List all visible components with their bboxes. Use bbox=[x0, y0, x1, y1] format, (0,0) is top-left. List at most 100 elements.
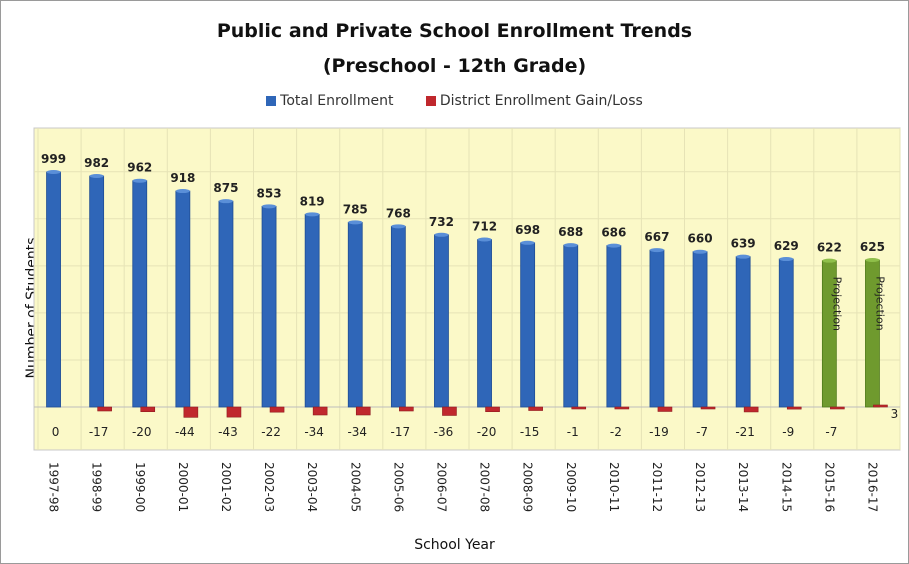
total-enrollment-bar bbox=[477, 239, 492, 408]
bar-cap bbox=[865, 257, 880, 262]
bar-cap bbox=[736, 254, 751, 259]
total-enrollment-label: 712 bbox=[472, 220, 497, 234]
gain-loss-label: 0 bbox=[52, 425, 60, 439]
gain-loss-label: -44 bbox=[175, 425, 195, 439]
x-tick-label: 2001-02 bbox=[219, 462, 233, 512]
plot-area bbox=[33, 127, 901, 451]
total-enrollment-bar bbox=[218, 200, 234, 408]
x-axis-label: School Year bbox=[414, 537, 495, 553]
total-enrollment-bar bbox=[649, 249, 665, 408]
bar-cap bbox=[132, 178, 147, 183]
total-enrollment-bar bbox=[46, 171, 61, 408]
total-enrollment-label: 999 bbox=[41, 152, 66, 166]
legend-swatch-gain-loss bbox=[425, 96, 436, 106]
gain-loss-label: -43 bbox=[218, 425, 238, 439]
total-enrollment-bar bbox=[390, 225, 406, 408]
bar-cap bbox=[606, 243, 621, 248]
total-enrollment-label: 875 bbox=[213, 181, 238, 195]
total-enrollment-bar bbox=[175, 190, 191, 408]
legend-swatch-total bbox=[266, 96, 277, 106]
gain-loss-bar bbox=[614, 406, 630, 410]
chart-subtitle: (Preschool - 12th Grade) bbox=[322, 55, 587, 77]
x-tick-label: 2012-13 bbox=[693, 462, 707, 512]
total-enrollment-bar bbox=[606, 245, 622, 408]
total-enrollment-bar bbox=[261, 205, 277, 408]
bar-cap bbox=[305, 212, 320, 217]
x-tick-label: 2007-08 bbox=[478, 462, 492, 512]
bar-cap bbox=[46, 170, 61, 174]
chart-legend: Total Enrollment District Enrollment Gai… bbox=[0, 93, 909, 109]
gain-loss-label: -21 bbox=[735, 425, 755, 439]
gain-loss-label: -1 bbox=[567, 425, 579, 439]
x-tick-label: 2008-09 bbox=[521, 462, 535, 512]
gain-loss-bar bbox=[743, 406, 759, 413]
bar-cap bbox=[477, 237, 492, 242]
x-tick-label: 2000-01 bbox=[176, 462, 190, 512]
gain-loss-bar bbox=[485, 406, 500, 413]
legend-item-total: Total Enrollment bbox=[266, 93, 393, 109]
x-tick-label: 2009-10 bbox=[564, 462, 578, 512]
x-tick-label: 2003-04 bbox=[305, 462, 319, 512]
gain-loss-bar bbox=[571, 406, 587, 410]
gain-loss-label: -19 bbox=[649, 425, 669, 439]
gain-loss-bar bbox=[786, 406, 802, 410]
gain-loss-bar bbox=[830, 406, 845, 410]
legend-label-gain-loss: District Enrollment Gain/Loss bbox=[439, 93, 643, 109]
total-enrollment-label: 982 bbox=[84, 156, 109, 170]
total-enrollment-bar bbox=[735, 256, 751, 408]
bar-cap bbox=[348, 220, 363, 225]
x-tick-label: 2016-17 bbox=[865, 462, 879, 512]
total-enrollment-label: 625 bbox=[860, 240, 885, 254]
gain-loss-label: -22 bbox=[261, 425, 281, 439]
x-tick-label: 2015-16 bbox=[822, 462, 836, 512]
x-tick-label: 2005-06 bbox=[391, 462, 405, 512]
gain-loss-label: -9 bbox=[782, 425, 794, 439]
total-enrollment-label: 785 bbox=[343, 202, 368, 216]
total-enrollment-label: 686 bbox=[601, 226, 626, 240]
bar-cap bbox=[262, 204, 277, 209]
gain-loss-bar bbox=[873, 404, 888, 408]
gain-loss-bar bbox=[312, 406, 328, 416]
x-tick-label: 2002-03 bbox=[262, 462, 276, 512]
total-enrollment-bar bbox=[434, 234, 449, 408]
total-enrollment-bar bbox=[304, 213, 320, 408]
total-enrollment-bar bbox=[132, 180, 148, 408]
bar-cap bbox=[218, 199, 233, 204]
total-enrollment-label: 853 bbox=[257, 186, 282, 200]
gain-loss-bar bbox=[399, 406, 414, 412]
total-enrollment-bar bbox=[778, 258, 794, 408]
x-tick-label: 1997-98 bbox=[47, 462, 61, 512]
bar-cap bbox=[693, 249, 708, 254]
x-tick-label: 2011-12 bbox=[650, 462, 664, 512]
bar-cap bbox=[563, 243, 578, 248]
total-enrollment-label: 639 bbox=[731, 237, 756, 251]
gain-loss-label: -36 bbox=[434, 425, 454, 439]
total-enrollment-label: 629 bbox=[774, 239, 799, 253]
total-enrollment-label: 698 bbox=[515, 223, 540, 237]
gain-loss-bar bbox=[269, 406, 285, 413]
bar-cap bbox=[175, 189, 190, 194]
gain-loss-label: -15 bbox=[520, 425, 540, 439]
bar-cap bbox=[520, 240, 535, 245]
total-enrollment-label: 732 bbox=[429, 215, 454, 229]
gain-loss-label: -17 bbox=[89, 425, 109, 439]
total-enrollment-bar bbox=[347, 221, 363, 408]
x-tick-label: 2014-15 bbox=[779, 462, 793, 512]
total-enrollment-label: 962 bbox=[127, 161, 152, 175]
legend-label-total: Total Enrollment bbox=[280, 93, 394, 109]
gain-loss-bar bbox=[355, 406, 371, 416]
x-tick-label: 2010-11 bbox=[607, 462, 621, 512]
total-enrollment-label: 688 bbox=[558, 225, 583, 239]
legend-item-gain-loss: District Enrollment Gain/Loss bbox=[425, 93, 643, 109]
total-enrollment-label: 660 bbox=[688, 232, 713, 246]
total-enrollment-bar bbox=[520, 242, 536, 408]
bar-cap bbox=[391, 224, 406, 229]
gain-loss-bar bbox=[442, 406, 457, 416]
bar-cap bbox=[822, 258, 837, 263]
gain-loss-bar bbox=[657, 406, 673, 412]
projection-label: Projection bbox=[873, 276, 886, 330]
total-enrollment-bar bbox=[563, 244, 579, 408]
gain-loss-label: -7 bbox=[825, 425, 837, 439]
total-enrollment-label: 667 bbox=[644, 230, 669, 244]
